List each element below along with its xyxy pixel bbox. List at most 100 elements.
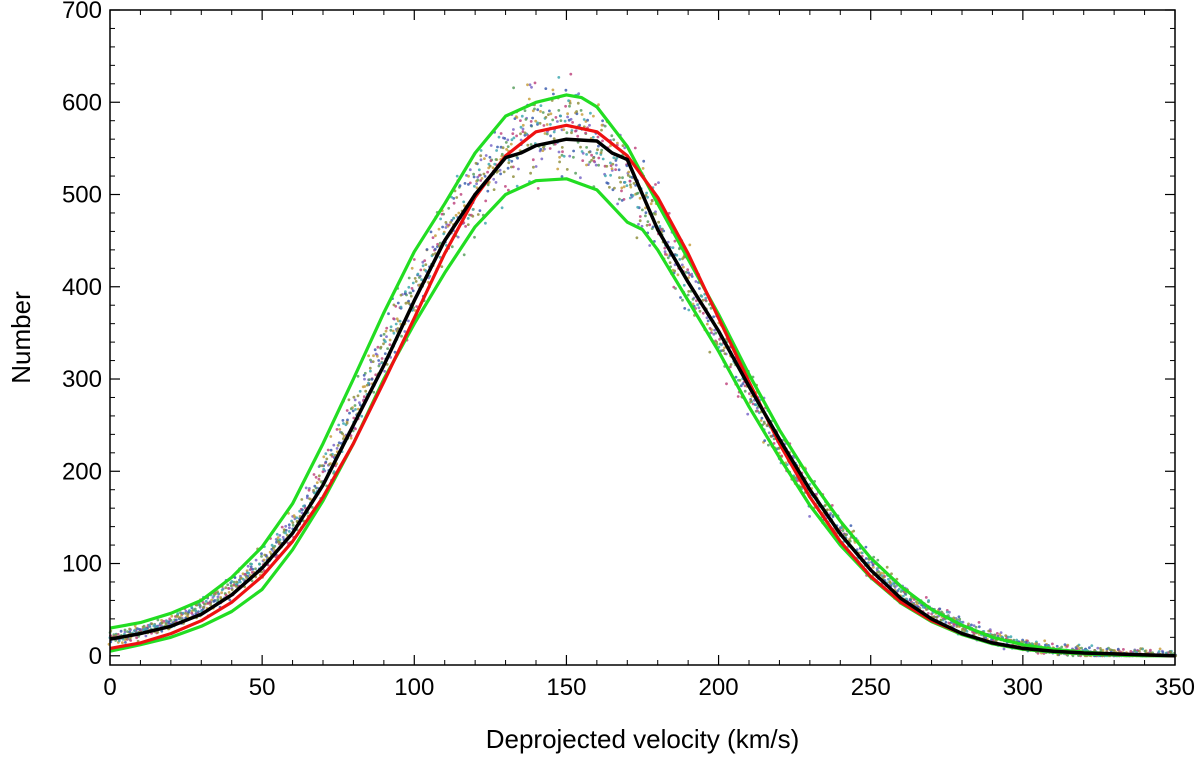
scatter-point (529, 143, 533, 146)
scatter-point (1105, 647, 1109, 651)
scatter-point (147, 623, 151, 627)
scatter-point (549, 112, 553, 116)
scatter-point (871, 563, 875, 567)
scatter-point (184, 609, 188, 613)
scatter-point (626, 174, 630, 177)
scatter-point (548, 147, 552, 150)
scatter-point (512, 86, 515, 90)
scatter-point (362, 395, 366, 399)
y-tick-label: 400 (62, 274, 102, 301)
scatter-point (632, 182, 636, 185)
scatter-point (230, 580, 234, 583)
scatter-point (396, 301, 400, 305)
scatter-point (365, 383, 369, 387)
scatter-point (496, 169, 500, 173)
scatter-point (526, 143, 530, 147)
scatter-point (356, 394, 360, 398)
scatter-point (664, 252, 667, 256)
scatter-point (201, 601, 205, 604)
scatter-point (472, 172, 475, 176)
scatter-point (687, 308, 691, 312)
scatter-point (178, 616, 182, 620)
scatter-point (224, 586, 228, 590)
scatter-point (141, 625, 145, 629)
scatter-point (260, 555, 263, 558)
scatter-point (447, 206, 451, 210)
scatter-point (416, 272, 420, 276)
scatter-point (739, 384, 743, 388)
scatter-point (249, 565, 253, 569)
scatter-point (1080, 646, 1083, 650)
scatter-point (578, 123, 581, 127)
scatter-point (449, 221, 452, 224)
scatter-point (658, 224, 662, 228)
scatter-point (370, 377, 374, 381)
scatter-point (541, 149, 545, 153)
scatter-point (369, 358, 372, 362)
scatter-point (247, 571, 251, 575)
scatter-point (477, 168, 481, 172)
scatter-point (150, 622, 154, 626)
scatter-point (585, 153, 588, 156)
scatter-point (506, 138, 510, 142)
scatter-point (709, 306, 713, 310)
scatter-point (496, 145, 499, 149)
scatter-point (455, 174, 459, 178)
scatter-point (881, 576, 885, 579)
scatter-point (645, 223, 649, 227)
scatter-point (332, 443, 336, 447)
scatter-point (633, 146, 637, 150)
scatter-point (484, 221, 487, 225)
scatter-point (641, 208, 644, 212)
scatter-point (531, 116, 534, 120)
scatter-point (663, 246, 667, 250)
scatter-point (515, 134, 518, 138)
scatter-point (473, 235, 476, 239)
scatter-point (616, 141, 619, 145)
scatter-point (395, 317, 399, 321)
scatter-point (536, 108, 540, 112)
scatter-point (635, 236, 639, 240)
scatter-point (523, 131, 527, 135)
scatter-point (251, 567, 255, 571)
scatter-point (603, 124, 607, 128)
scatter-point (589, 111, 592, 115)
scatter-point (777, 446, 781, 450)
scatter-point (342, 434, 346, 438)
scatter-point (510, 159, 514, 163)
scatter-point (136, 627, 139, 631)
x-tick-label: 0 (103, 674, 116, 701)
scatter-point (128, 627, 132, 631)
scatter-point (411, 281, 415, 285)
scatter-point (383, 369, 386, 373)
scatter-point (625, 184, 629, 188)
scatter-point (629, 183, 632, 187)
scatter-point (597, 156, 601, 160)
scatter-point (232, 580, 236, 584)
scatter-point (348, 411, 351, 415)
scatter-point (320, 464, 324, 468)
scatter-point (671, 246, 675, 250)
scatter-point (415, 305, 418, 308)
scatter-point (385, 335, 388, 338)
scatter-point (371, 360, 375, 363)
scatter-point (489, 144, 493, 147)
scatter-point (648, 223, 652, 227)
scatter-point (1002, 647, 1006, 651)
scatter-point (362, 373, 366, 377)
scatter-point (576, 134, 580, 138)
scatter-point (428, 274, 432, 278)
scatter-point (736, 395, 740, 398)
scatter-point (562, 128, 566, 132)
scatter-point (888, 580, 892, 584)
scatter-point (354, 408, 357, 411)
scatter-point (844, 533, 847, 537)
scatter-point (767, 431, 771, 435)
scatter-point (698, 287, 701, 290)
scatter-point (424, 269, 427, 272)
line-upper-envelope (109, 93, 1176, 658)
scatter-point (1055, 644, 1059, 648)
scatter-point (1036, 651, 1040, 655)
scatter-point (386, 347, 389, 350)
scatter-point (414, 280, 418, 283)
